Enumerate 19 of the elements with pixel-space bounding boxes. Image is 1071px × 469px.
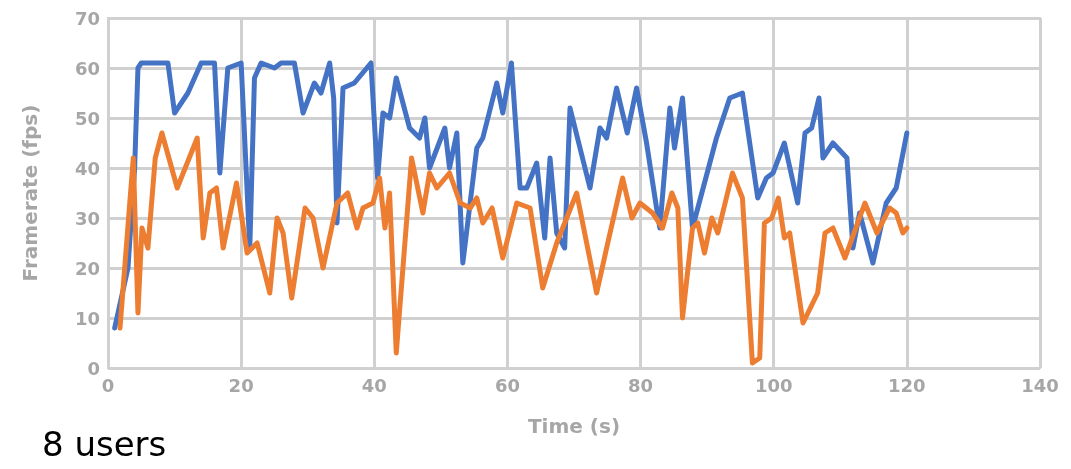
x-tick-label: 80 — [628, 374, 654, 396]
x-tick-label: 20 — [228, 374, 254, 396]
y-tick-label: 40 — [74, 157, 100, 179]
x-tick-label: 140 — [1021, 374, 1059, 396]
x-axis-title: Time (s) — [527, 414, 621, 438]
y-tick-label: 10 — [74, 307, 100, 329]
y-tick-label: 50 — [74, 107, 100, 129]
y-tick-label: 60 — [74, 57, 100, 79]
y-tick-label: 20 — [74, 257, 100, 279]
x-tick-label: 120 — [888, 374, 926, 396]
x-tick-label: 60 — [494, 374, 520, 396]
x-tick-label: 100 — [754, 374, 793, 396]
x-tick-label: 0 — [101, 374, 115, 396]
y-axis-title: Framerate (fps) — [18, 104, 42, 282]
text: 8 users — [42, 424, 167, 464]
y-tick-label: 30 — [74, 207, 100, 229]
y-tick-label: 70 — [74, 7, 100, 29]
y-tick-label: 0 — [87, 357, 100, 379]
x-tick-label: 40 — [361, 374, 387, 396]
